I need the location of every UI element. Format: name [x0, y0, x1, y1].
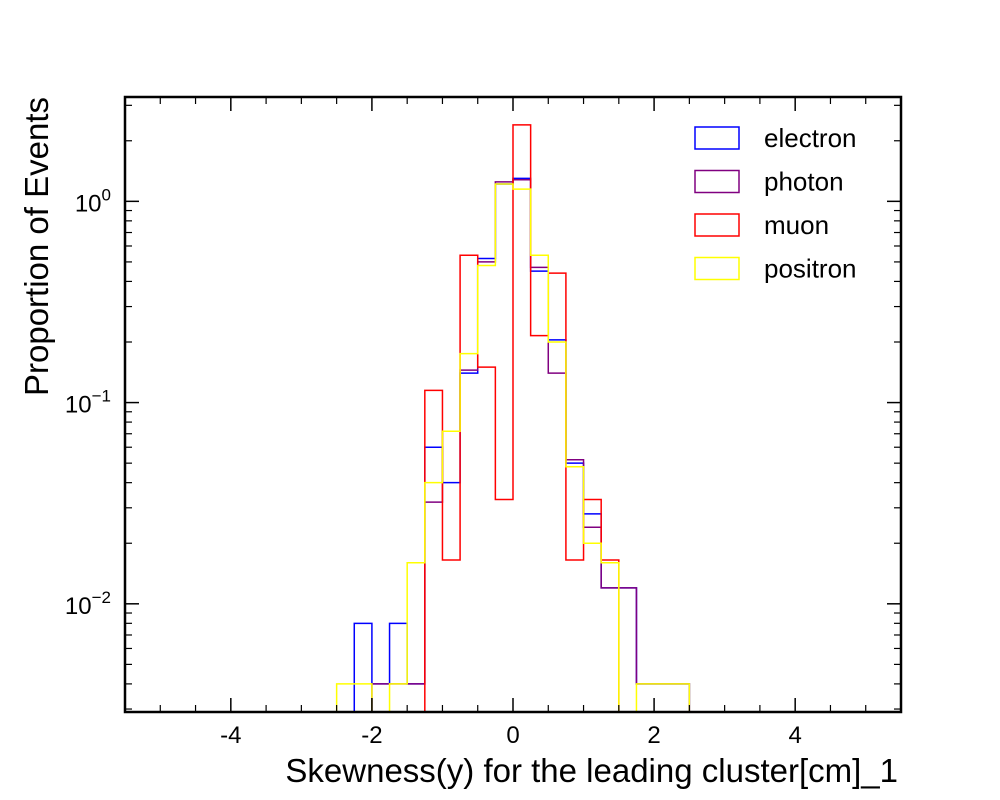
- legend-label-positron: positron: [764, 254, 857, 284]
- y-tick-label: 10−2: [65, 588, 111, 620]
- legend-item-muon: muon: [694, 210, 829, 240]
- legend: electron photon muon positron: [694, 123, 857, 284]
- series-electron-line: [353, 177, 691, 712]
- x-tick-label: 4: [789, 722, 802, 749]
- x-tick-label: 2: [647, 722, 660, 749]
- legend-item-electron: electron: [694, 123, 857, 153]
- legend-swatch-electron: [694, 126, 740, 150]
- series-positron-line: [335, 183, 691, 712]
- series-layer: [335, 124, 691, 712]
- x-tick-label: -2: [361, 722, 382, 749]
- legend-swatch-positron: [694, 256, 740, 281]
- tick-labels: -4 -2 0 2 4 100 10−1 10−2: [65, 185, 802, 749]
- series-muon-line: [424, 124, 620, 712]
- legend-label-electron: electron: [764, 123, 857, 153]
- x-tick-label: -4: [220, 722, 241, 749]
- x-tick-label: 0: [506, 722, 519, 749]
- y-tick-label: 100: [75, 185, 111, 217]
- plot-frame: [123, 95, 903, 714]
- y-axis-title: Proportion of Events: [18, 97, 55, 396]
- legend-item-positron: positron: [694, 254, 857, 284]
- legend-label-muon: muon: [764, 210, 829, 240]
- legend-swatch-photon: [694, 169, 740, 194]
- legend-swatch-muon: [694, 213, 740, 237]
- y-tick-label: 10−1: [65, 387, 111, 419]
- legend-item-photon: photon: [694, 167, 844, 197]
- x-axis-title: Skewness(y) for the leading cluster[cm]_…: [285, 752, 898, 789]
- legend-label-photon: photon: [764, 167, 844, 197]
